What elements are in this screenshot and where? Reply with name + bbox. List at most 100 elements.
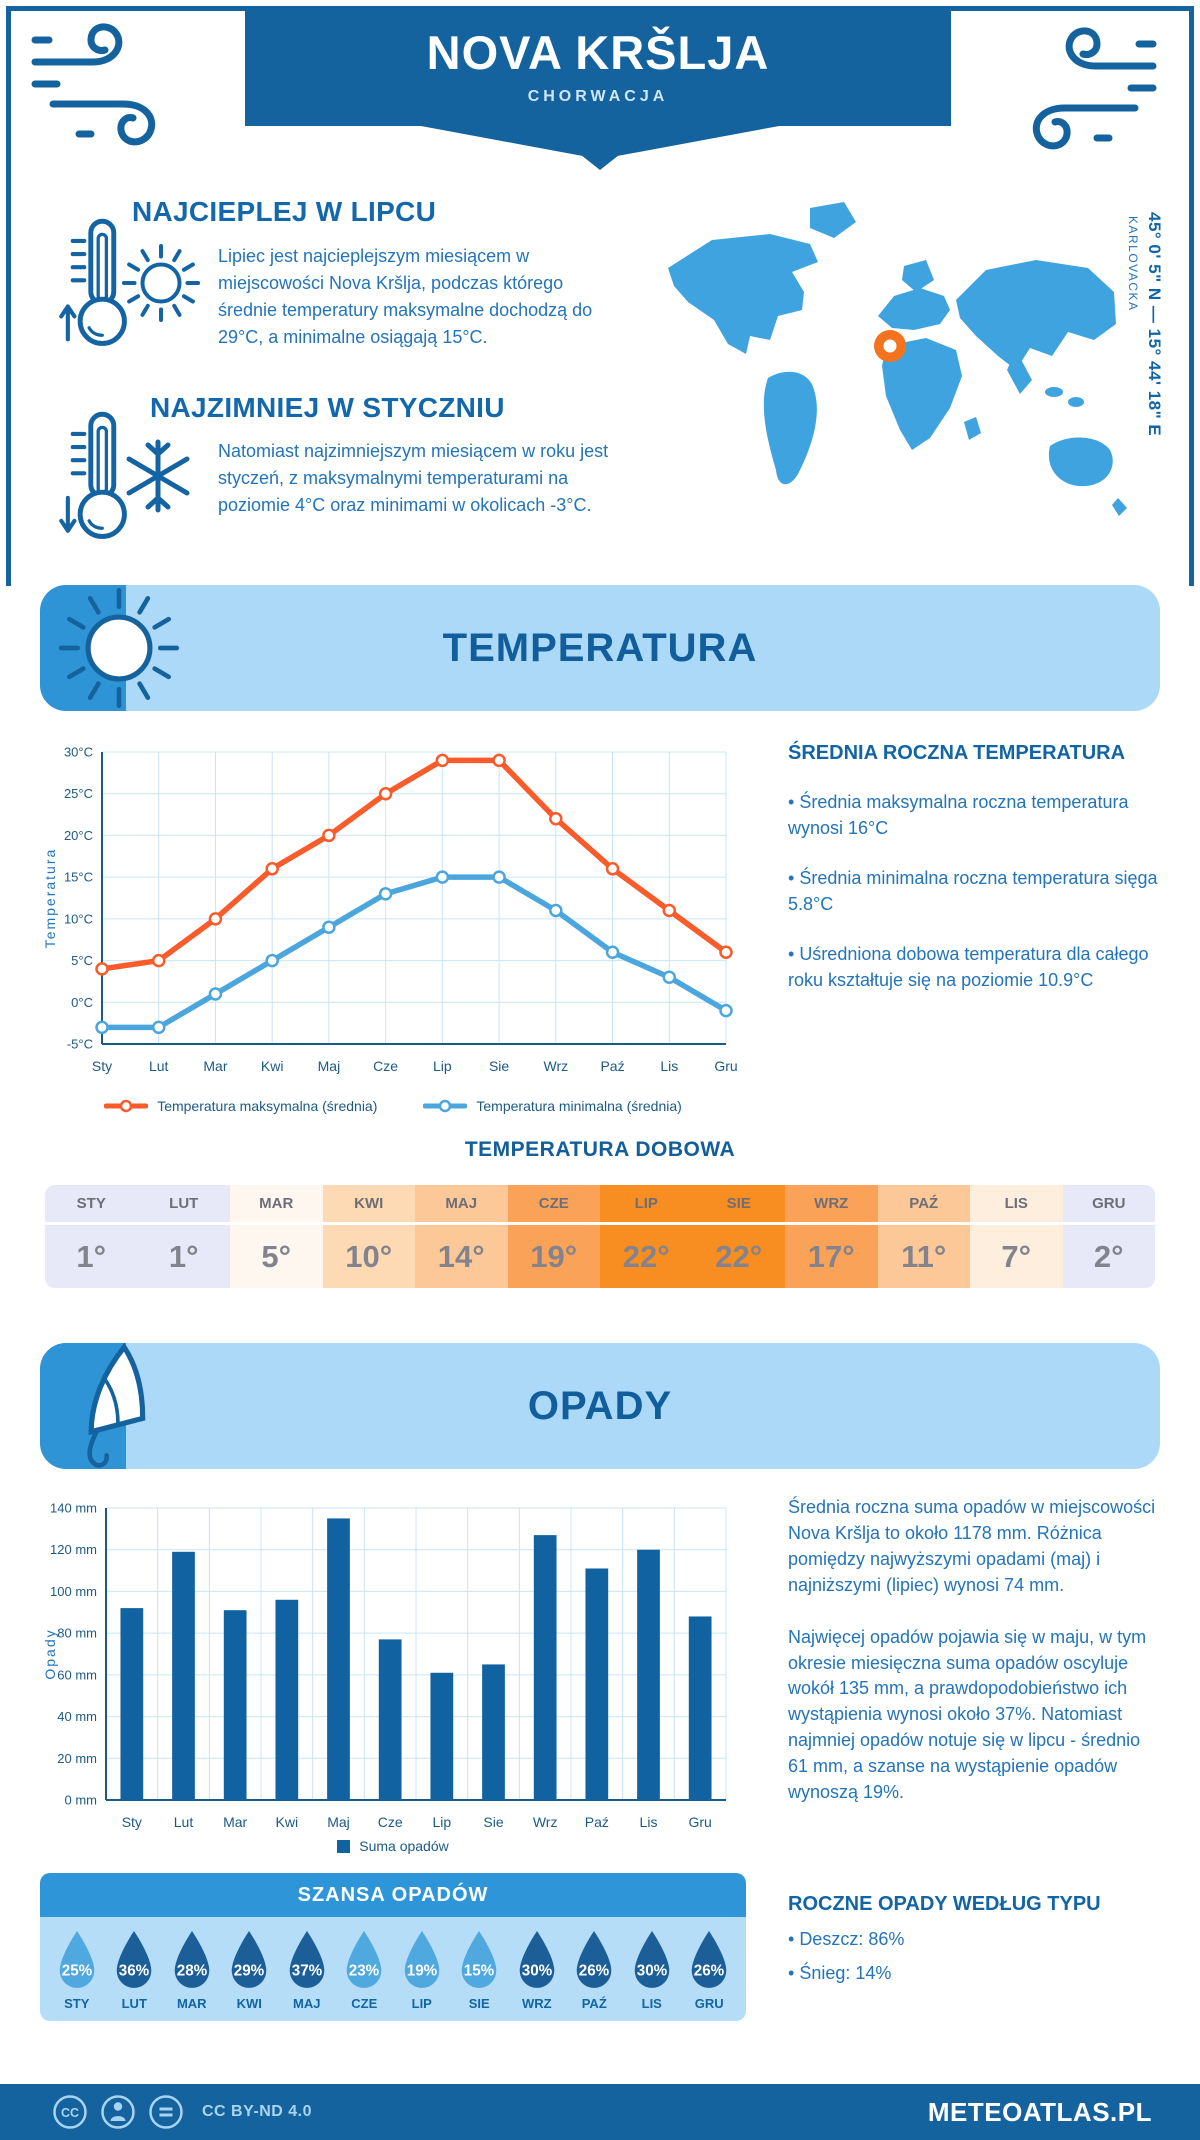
svg-text:Mar: Mar xyxy=(203,1058,227,1074)
page-title: NOVA KRŠLJA xyxy=(426,25,770,79)
month-header: PAŹ xyxy=(877,1185,970,1225)
precipitation-chart-legend: Suma opadów xyxy=(40,1838,746,1854)
water-drop-icon: 28% xyxy=(174,1931,210,1988)
water-drop-icon: 23% xyxy=(346,1931,382,1988)
annual-temperature-column: ŚREDNIA ROCZNA TEMPERATURA Średnia maksy… xyxy=(788,742,1162,994)
svg-text:25°C: 25°C xyxy=(64,786,93,801)
drop-month-label: SIE xyxy=(468,1996,490,2011)
precipitation-chance-item: 26% GRU xyxy=(681,1929,739,2011)
svg-text:Lut: Lut xyxy=(174,1814,194,1830)
month-temperature-cell: GRU 2° xyxy=(1062,1185,1155,1288)
svg-text:Paź: Paź xyxy=(600,1058,624,1074)
svg-text:100 mm: 100 mm xyxy=(50,1584,97,1599)
precipitation-chance-item: 36% LUT xyxy=(106,1929,164,2011)
month-temperature-cell: STY 1° xyxy=(45,1185,138,1288)
license-label: CC BY-ND 4.0 xyxy=(202,2103,313,2120)
precipitation-paragraph: Najwięcej opadów pojawia się w maju, w t… xyxy=(788,1626,1147,1803)
svg-text:Lut: Lut xyxy=(149,1058,169,1074)
rain-share-bullet: Deszcz: 86% xyxy=(788,1926,1162,1952)
svg-text:Kwi: Kwi xyxy=(276,1814,299,1830)
region-label: KARLOVACKA xyxy=(1126,216,1140,312)
precipitation-section-title: OPADY xyxy=(527,1383,673,1428)
svg-text:CC: CC xyxy=(61,2106,79,2120)
water-drop-icon: 30% xyxy=(634,1931,670,1988)
legend-item: Suma opadów xyxy=(337,1838,449,1854)
sun-icon xyxy=(58,587,180,709)
svg-text:Maj: Maj xyxy=(318,1058,341,1074)
legend-line-swatch xyxy=(423,1099,468,1113)
snow-share-bullet: Śnieg: 14% xyxy=(788,1960,1162,1986)
warmest-text: Lipiec jest najcieplejszym miesiącem w m… xyxy=(218,246,593,347)
drop-month-label: GRU xyxy=(694,1996,724,2011)
svg-text:0°C: 0°C xyxy=(71,995,93,1010)
month-header: MAJ xyxy=(415,1185,508,1225)
monthly-temperature-table: STY 1° LUT 1° MAR 5° KWI 10° MAJ 14° CZE 19° LIP 22° S… xyxy=(45,1185,1155,1288)
water-drop-icon: 29% xyxy=(231,1931,267,1988)
month-temperature-value: 1° xyxy=(168,1238,199,1274)
svg-text:30%: 30% xyxy=(522,1963,553,1980)
month-temperature-cell: WRZ 17° xyxy=(785,1185,878,1288)
precipitation-chance-heading: SZANSA OPADÓW xyxy=(40,1873,746,1917)
license-icons: CC CC BY-ND 4.0 xyxy=(52,2094,312,2130)
precipitation-bar xyxy=(585,1568,609,1800)
month-temperature-cell: LIS 7° xyxy=(970,1185,1063,1288)
drop-month-label: LIS xyxy=(641,1996,662,2011)
month-temperature-cell: PAŹ 11° xyxy=(877,1185,970,1288)
month-temperature-cell: LIP 22° xyxy=(600,1185,693,1288)
svg-text:Sie: Sie xyxy=(489,1058,509,1074)
cc-nd-icon xyxy=(149,2095,183,2129)
month-header: SIE xyxy=(692,1185,785,1225)
precipitation-chance-drops: 25% STY 36% LUT 28% MAR 29% KWI 37% MAJ 23% CZE 19% L… xyxy=(40,1917,746,2021)
water-drop-icon: 25% xyxy=(59,1931,95,1988)
precipitation-chance-item: 23% CZE xyxy=(336,1929,394,2011)
drop-month-label: KWI xyxy=(236,1996,262,2011)
svg-text:Kwi: Kwi xyxy=(261,1058,284,1074)
svg-text:Lip: Lip xyxy=(432,1814,451,1830)
svg-text:Lip: Lip xyxy=(433,1058,452,1074)
svg-text:80 mm: 80 mm xyxy=(57,1626,97,1641)
temperature-section-banner: TEMPERATURA xyxy=(40,585,1160,711)
coldest-heading: NAJZIMNIEJ W STYCZNIU xyxy=(150,392,505,423)
warmest-heading: NAJCIEPLEJ W LIPCU xyxy=(132,196,437,227)
world-map xyxy=(668,202,1127,516)
drop-month-label: WRZ xyxy=(521,1996,552,2011)
svg-text:Sty: Sty xyxy=(122,1814,142,1830)
month-header: STY xyxy=(45,1185,138,1225)
coordinates-label: 45° 0' 5" N — 15° 44' 18" E xyxy=(1145,212,1164,437)
drop-month-label: LUT xyxy=(121,1996,147,2011)
svg-text:Paź: Paź xyxy=(585,1814,609,1830)
month-temperature-value: 7° xyxy=(1001,1238,1032,1274)
svg-text:23%: 23% xyxy=(349,1963,380,1980)
svg-text:30%: 30% xyxy=(637,1963,668,1980)
umbrella-icon xyxy=(87,1342,146,1468)
water-drop-icon: 19% xyxy=(404,1931,440,1988)
precipitation-chance-item: 19% LIP xyxy=(393,1929,451,2011)
month-header: CZE xyxy=(507,1185,600,1225)
svg-text:Wrz: Wrz xyxy=(533,1814,558,1830)
month-temperature-cell: SIE 22° xyxy=(692,1185,785,1288)
month-header: LIS xyxy=(970,1185,1063,1225)
temperature-chart: -5°C 0°C 5°C 10°C 15°C 20°C 25°C 30°C Sty Lut Mar K… xyxy=(40,736,746,1092)
precipitation-by-type-heading: ROCZNE OPADY WEDŁUG TYPU xyxy=(788,1893,1101,1915)
precipitation-bar xyxy=(223,1610,247,1800)
month-temperature-value: 22° xyxy=(622,1238,670,1274)
annual-temp-bullet: Średnia maksymalna roczna temperatura wy… xyxy=(788,789,1162,841)
country-subtitle: CHORWACJA xyxy=(527,87,669,105)
drop-month-label: STY xyxy=(64,1996,90,2011)
month-header: GRU xyxy=(1062,1185,1155,1225)
temperature-section-title: TEMPERATURA xyxy=(442,625,758,670)
precipitation-bar xyxy=(275,1599,299,1800)
svg-text:Lis: Lis xyxy=(640,1814,658,1830)
legend-line-swatch xyxy=(104,1099,149,1113)
header-ribbon: NOVA KRŠLJA CHORWACJA xyxy=(245,8,951,126)
wind-icon xyxy=(31,23,156,146)
svg-text:Sty: Sty xyxy=(92,1058,112,1074)
precipitation-bar xyxy=(327,1518,350,1800)
svg-text:5°C: 5°C xyxy=(71,953,93,968)
water-drop-icon: 37% xyxy=(289,1931,325,1988)
precipitation-bar xyxy=(120,1608,144,1800)
legend-square-swatch xyxy=(337,1839,351,1853)
svg-text:Opady: Opady xyxy=(42,1628,58,1679)
thermometer-warm-icon xyxy=(59,218,127,346)
wind-icon xyxy=(1032,27,1157,150)
